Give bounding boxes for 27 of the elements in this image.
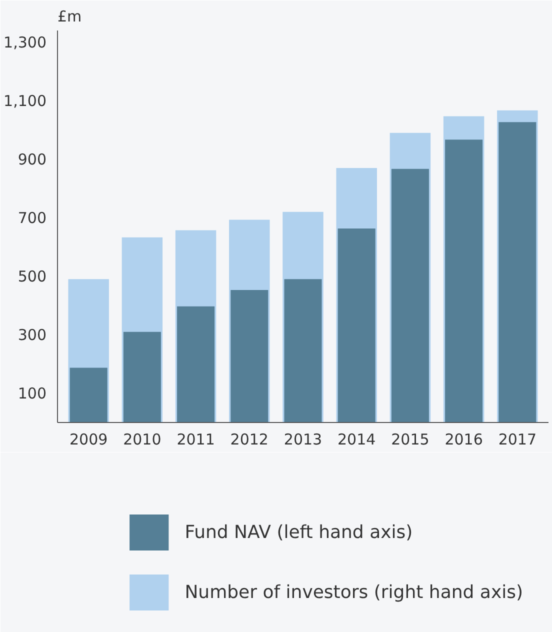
bar: [284, 279, 322, 422]
bar: [391, 168, 429, 422]
x-tick-label: 2011: [176, 430, 215, 448]
y-axis-title: £m: [58, 8, 82, 26]
x-tick-label: 2010: [123, 430, 162, 448]
y-tick-label: 1,300: [4, 34, 47, 52]
y-tick-label: 1,100: [4, 92, 47, 110]
bar: [338, 228, 376, 422]
y-tick-label: 500: [18, 268, 47, 286]
bar: [70, 368, 108, 422]
bar: [123, 332, 161, 422]
y-tick-label: 700: [18, 209, 47, 228]
legend-label: Fund NAV (left hand axis): [184, 522, 413, 543]
y-tick-label: 300: [18, 326, 47, 344]
x-tick-label: 2015: [391, 430, 430, 448]
legend-label: Number of investors (right hand axis): [184, 582, 524, 603]
bar: [445, 140, 483, 422]
bar: [177, 306, 215, 422]
y-tick-label: 900: [18, 150, 47, 169]
x-tick-label: 2014: [338, 430, 376, 448]
bar: [230, 290, 268, 422]
x-tick-label: 2017: [498, 430, 537, 448]
x-tick-label: 2012: [230, 430, 268, 448]
x-tick-label: 2013: [284, 430, 322, 448]
y-tick-label: 100: [18, 384, 47, 403]
x-tick-label: 2009: [70, 430, 108, 448]
x-tick-label: 2016: [444, 430, 483, 448]
